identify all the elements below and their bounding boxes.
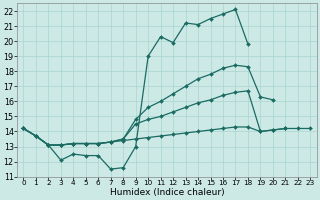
X-axis label: Humidex (Indice chaleur): Humidex (Indice chaleur)	[109, 188, 224, 197]
